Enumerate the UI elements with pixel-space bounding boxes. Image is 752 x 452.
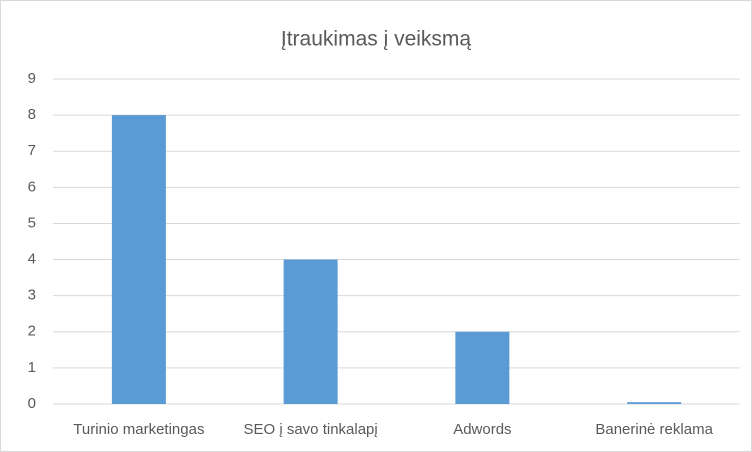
y-tick-label: 8 <box>28 106 36 123</box>
bar <box>111 115 166 404</box>
y-tick-label: 2 <box>28 323 36 340</box>
y-tick-label: 4 <box>28 251 36 268</box>
y-tick-label: 9 <box>28 70 36 87</box>
y-tick-label: 3 <box>28 287 36 304</box>
y-tick-label: 0 <box>28 395 36 412</box>
bar <box>455 331 510 404</box>
x-tick-label: SEO į savo tinkalapį <box>244 421 378 438</box>
y-tick-label: 5 <box>28 214 36 231</box>
x-tick-label: Adwords <box>453 421 511 438</box>
x-tick-label: Turinio marketingas <box>73 421 204 438</box>
bar <box>283 259 338 404</box>
chart-title: Įtraukimas į veiksmą <box>281 28 472 51</box>
y-tick-label: 6 <box>28 178 36 195</box>
y-tick-label: 7 <box>28 142 36 159</box>
bar <box>627 402 682 404</box>
y-tick-label: 1 <box>28 359 36 376</box>
x-tick-label: Banerinė reklama <box>595 421 713 438</box>
